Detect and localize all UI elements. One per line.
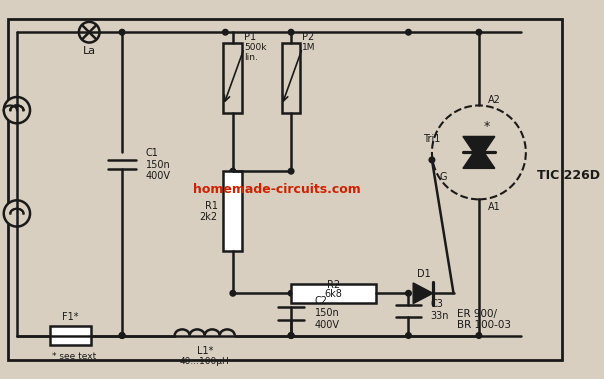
Polygon shape <box>463 145 495 168</box>
Text: Tri1: Tri1 <box>423 134 440 144</box>
Text: A2: A2 <box>488 95 501 105</box>
Text: 500k: 500k <box>244 43 266 52</box>
Text: La: La <box>83 46 96 56</box>
Text: ER 900/
BR 100-03: ER 900/ BR 100-03 <box>457 309 512 330</box>
Text: C2
150n
400V: C2 150n 400V <box>315 296 339 330</box>
Text: *: * <box>483 120 489 133</box>
Circle shape <box>288 290 294 296</box>
Circle shape <box>432 105 526 199</box>
Circle shape <box>4 97 30 123</box>
Text: G: G <box>440 172 447 182</box>
Circle shape <box>230 168 236 174</box>
Text: L1*: L1* <box>196 346 213 356</box>
Text: C3
33n: C3 33n <box>430 299 449 321</box>
Text: 40...100μH: 40...100μH <box>180 357 230 366</box>
Text: R1
2k2: R1 2k2 <box>200 201 218 222</box>
Circle shape <box>119 333 125 338</box>
Text: lin.: lin. <box>244 53 258 62</box>
Bar <box>223 171 242 251</box>
Polygon shape <box>463 136 495 160</box>
Text: A1: A1 <box>488 202 501 212</box>
Circle shape <box>288 30 294 35</box>
Circle shape <box>406 30 411 35</box>
Text: 6k8: 6k8 <box>324 289 342 299</box>
Circle shape <box>406 333 411 338</box>
Circle shape <box>288 333 294 338</box>
Circle shape <box>119 333 125 338</box>
Circle shape <box>119 30 125 35</box>
Circle shape <box>429 157 435 163</box>
Bar <box>291 284 376 303</box>
Text: F1*: F1* <box>62 312 79 322</box>
Polygon shape <box>413 283 433 304</box>
Text: P2: P2 <box>303 32 315 42</box>
Circle shape <box>4 200 30 227</box>
Circle shape <box>222 30 228 35</box>
Text: homemade-circuits.com: homemade-circuits.com <box>193 183 361 196</box>
Circle shape <box>476 333 482 338</box>
Circle shape <box>79 22 100 42</box>
Text: 1M: 1M <box>303 43 316 52</box>
Bar <box>50 326 91 345</box>
Text: TIC 226D: TIC 226D <box>537 169 600 182</box>
Circle shape <box>230 290 236 296</box>
Circle shape <box>288 333 294 338</box>
Circle shape <box>288 168 294 174</box>
Text: C1
150n
400V: C1 150n 400V <box>146 148 170 181</box>
Text: P1: P1 <box>244 32 256 42</box>
Circle shape <box>406 290 411 296</box>
Text: R2: R2 <box>327 280 340 290</box>
Circle shape <box>476 30 482 35</box>
Bar <box>281 42 300 113</box>
Bar <box>223 42 242 113</box>
Text: D1: D1 <box>417 269 431 279</box>
Text: * see text: * see text <box>52 352 96 361</box>
